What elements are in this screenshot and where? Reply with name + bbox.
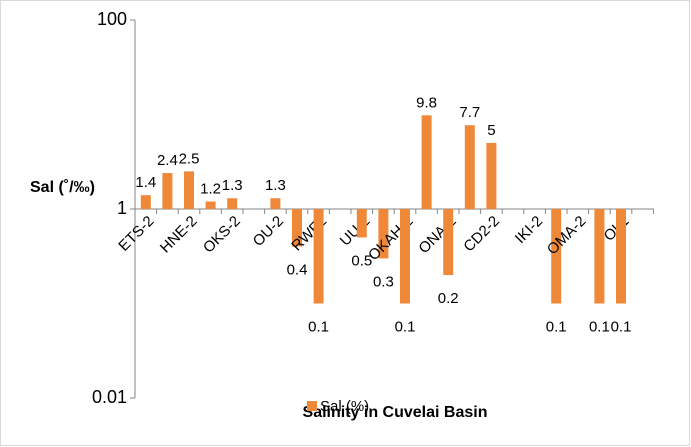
value-label: 2.5 (179, 150, 200, 167)
value-label: 1.4 (135, 174, 156, 191)
value-label: 0.4 (287, 262, 308, 279)
bar (551, 209, 562, 304)
y-tick-label: 0.01 (92, 387, 127, 407)
bar (292, 209, 302, 247)
value-label: 0.1 (611, 318, 632, 335)
legend-swatch (307, 401, 317, 411)
value-label: 1.2 (200, 180, 221, 197)
bar (594, 209, 605, 304)
bar (356, 209, 367, 238)
bar (162, 173, 173, 209)
value-label: 0.2 (438, 290, 459, 307)
value-label: 9.8 (416, 94, 437, 111)
bar (227, 198, 238, 209)
value-label: 0.3 (373, 273, 394, 290)
bar (270, 198, 281, 209)
bar (184, 171, 194, 209)
y-axis-label: Sal (˚/‰) (30, 179, 95, 196)
bar (205, 201, 216, 209)
bar (421, 115, 432, 209)
value-label: 2.4 (157, 152, 178, 169)
value-label: 7.7 (459, 104, 480, 121)
value-label: 0.1 (546, 318, 567, 335)
bar (616, 209, 626, 304)
value-label: 0.1 (589, 318, 610, 335)
value-label: 1.3 (222, 177, 243, 194)
y-tick-label: 100 (97, 9, 127, 29)
bar (378, 209, 389, 259)
value-label: 0.1 (308, 318, 329, 335)
bar (443, 209, 454, 276)
value-label: 0.1 (395, 318, 416, 335)
y-tick-label: 1 (117, 198, 127, 218)
value-label: 0.5 (351, 252, 372, 269)
bar (400, 209, 410, 304)
bar (140, 195, 151, 209)
value-label: 5 (487, 122, 495, 139)
legend-label: Sal (%) (320, 398, 369, 415)
bar (464, 125, 475, 209)
bar (313, 209, 324, 304)
chart-title: Salinity in Cuvelai Basin (303, 404, 488, 421)
bar (486, 142, 497, 209)
value-label: 1.3 (265, 177, 286, 194)
